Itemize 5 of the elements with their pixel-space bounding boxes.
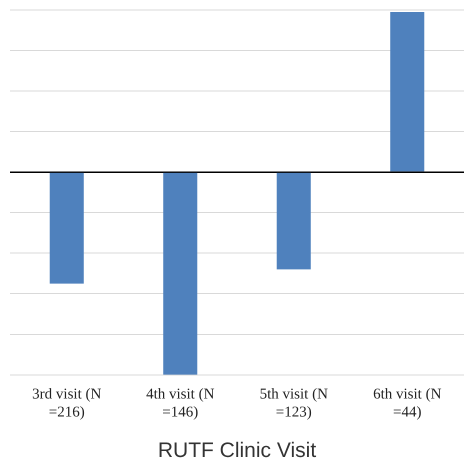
x-tick-label: 5th visit (N =123) xyxy=(260,386,328,421)
x-axis-title: RUTF Clinic Visit xyxy=(158,439,316,462)
x-tick-label: 3rd visit (N =216) xyxy=(32,386,102,421)
x-tick-label: 6th visit (N =44) xyxy=(373,386,442,421)
x-tick-label: 4th visit (N =146) xyxy=(146,386,215,421)
